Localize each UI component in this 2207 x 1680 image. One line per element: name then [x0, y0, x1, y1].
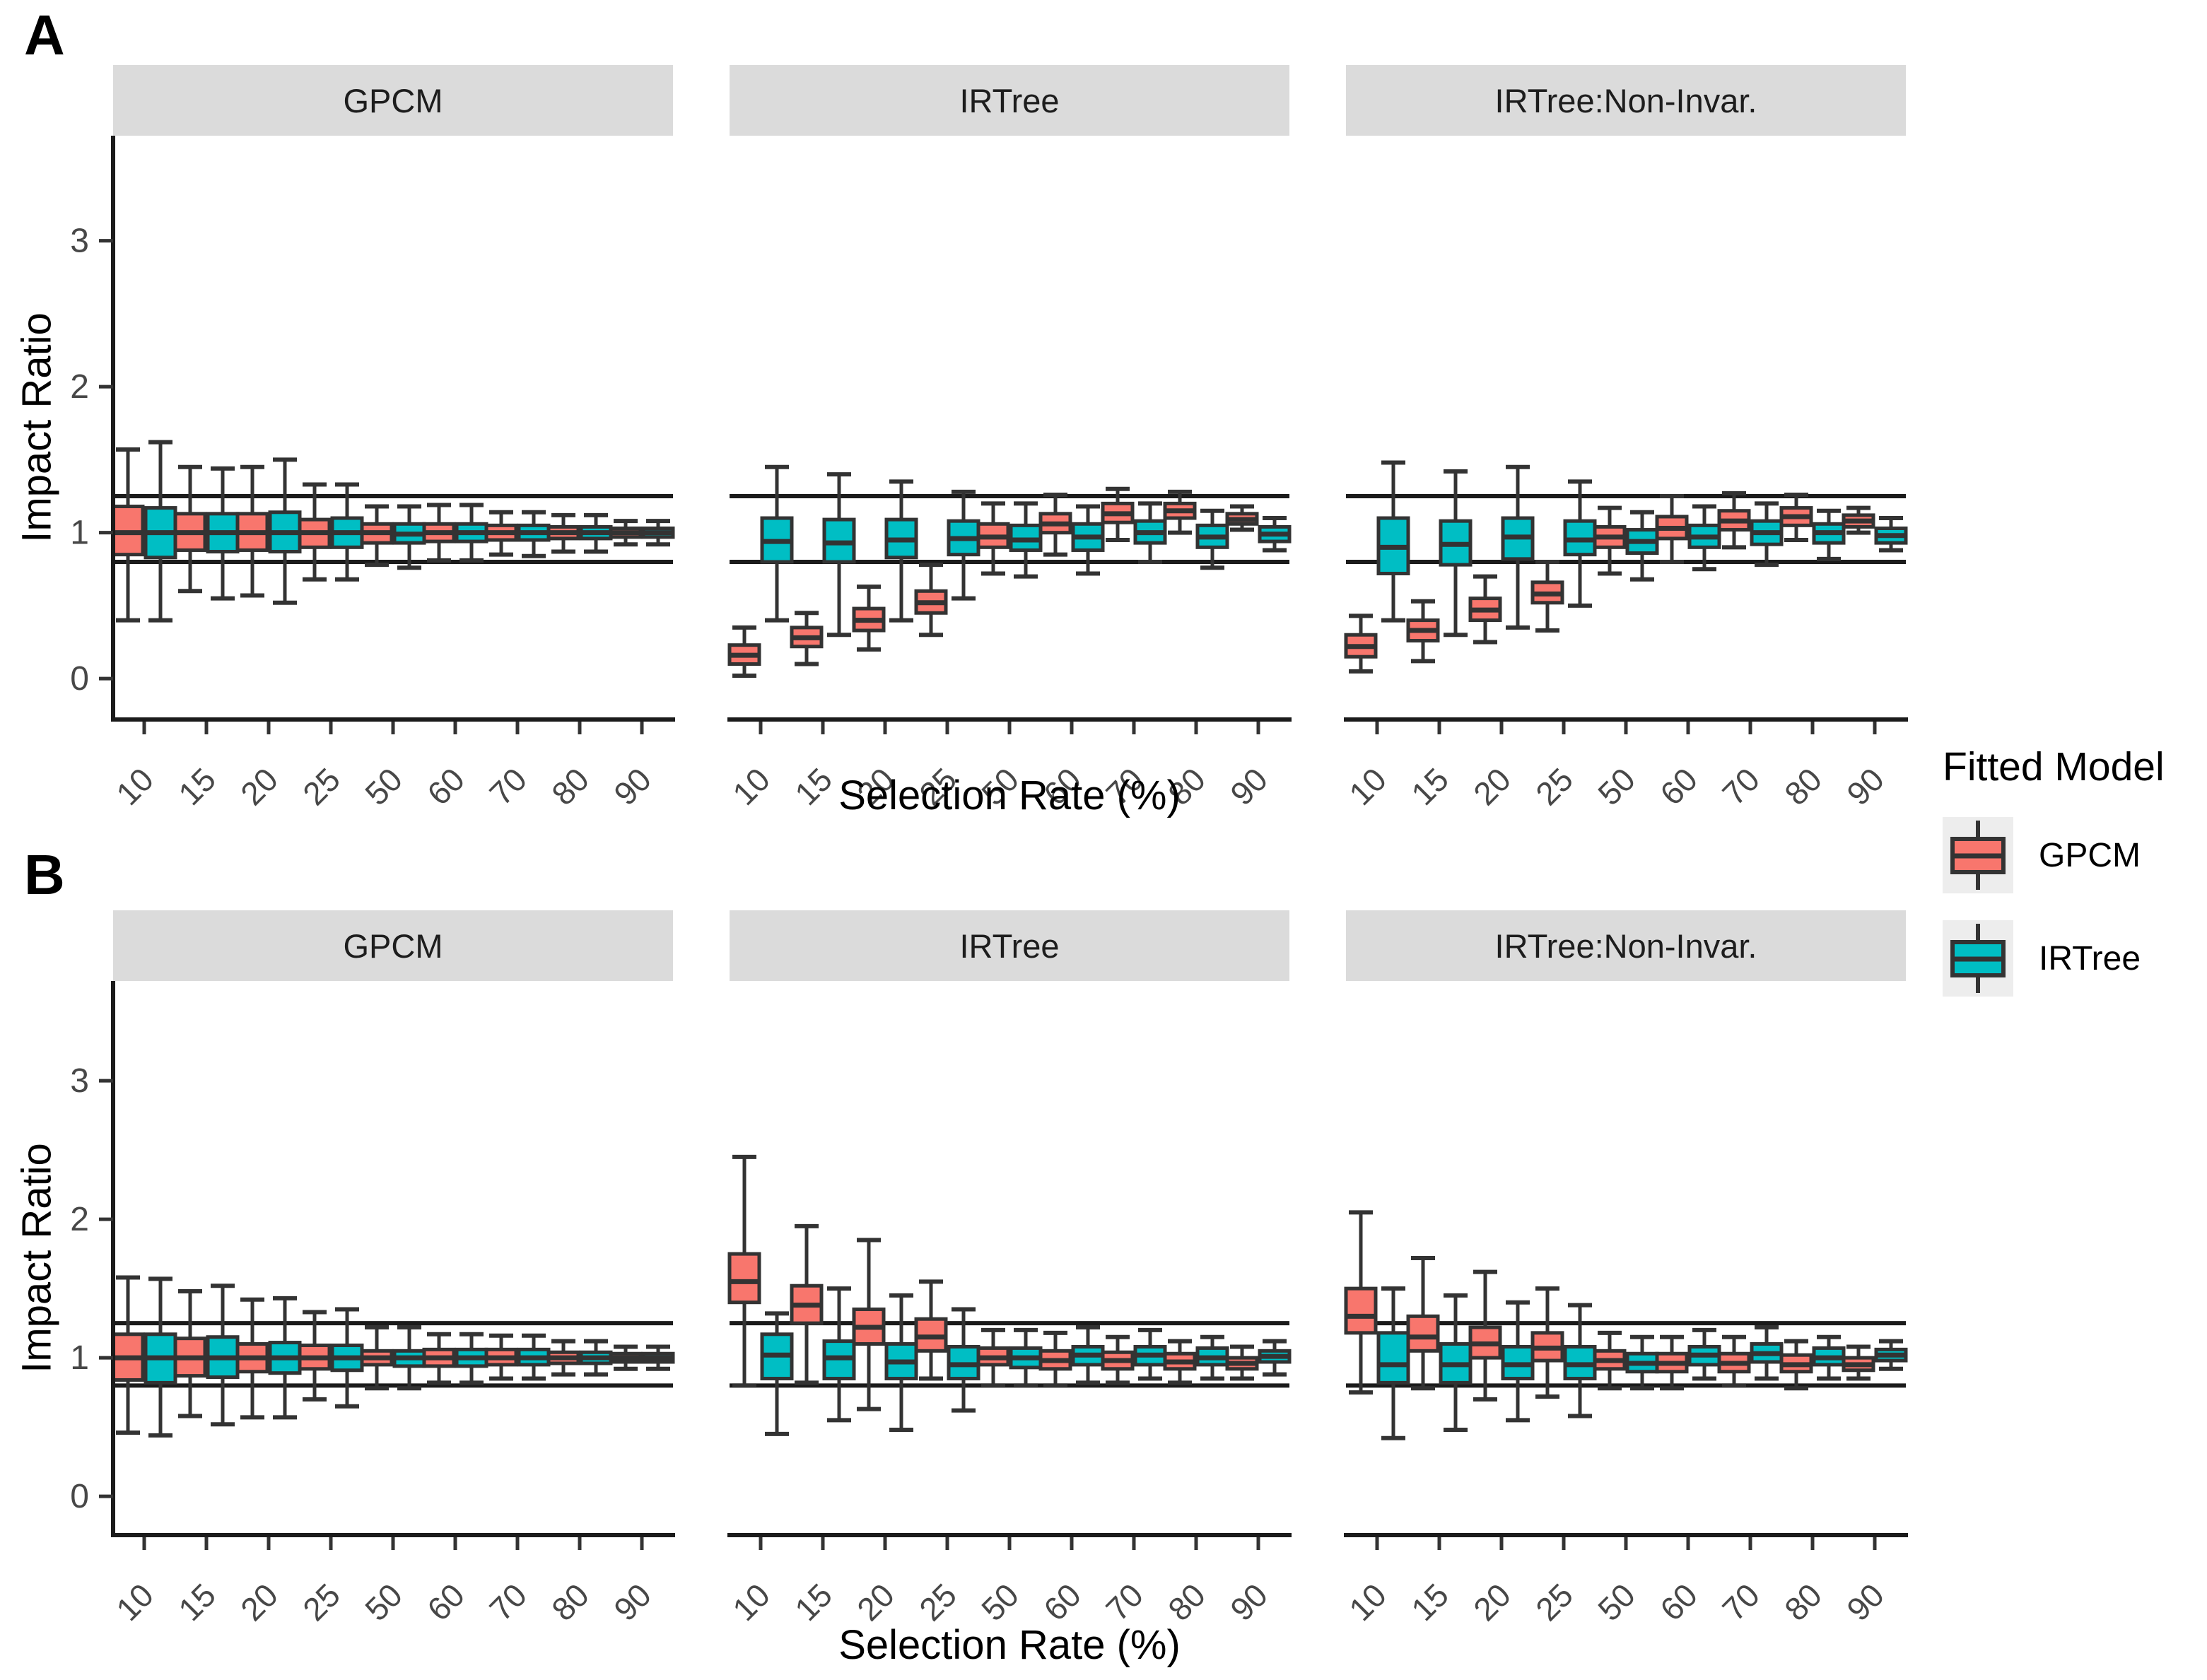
x-tick-label: 50 — [358, 1576, 409, 1628]
x-tick-label: 60 — [420, 760, 472, 812]
x-tick-label: 15 — [171, 1576, 223, 1628]
y-tick-label: 3 — [70, 223, 89, 260]
x-tick-label: 90 — [1839, 1576, 1891, 1628]
y-tick-label: 2 — [70, 368, 89, 406]
x-tick-label: 50 — [974, 1576, 1026, 1628]
boxplot-box — [1344, 1286, 1378, 1335]
facet-strip-b-irtree: IRTree — [730, 910, 1289, 981]
x-tick-label: 25 — [912, 1576, 964, 1628]
x-tick-label: 50 — [1591, 1576, 1642, 1628]
x-tick-label: 20 — [1466, 760, 1518, 812]
facet-strip-a-gpcm: GPCM — [113, 65, 673, 136]
x-tick-label: 20 — [1466, 1576, 1518, 1628]
x-tick-label: 15 — [788, 760, 839, 812]
x-tick-label: 60 — [420, 1576, 472, 1628]
x-tick-label: 20 — [233, 1576, 285, 1628]
x-tick-label: 10 — [109, 1576, 160, 1628]
x-axis-title-a: Selection Rate (%) — [838, 773, 1181, 818]
x-tick-label: 60 — [1653, 1576, 1704, 1628]
boxplot-key-icon — [1943, 817, 2013, 893]
legend-item-gpcm: GPCM — [1943, 817, 2165, 893]
y-tick-label: 1 — [70, 1339, 89, 1377]
legend-item-irtree: IRTree — [1943, 920, 2165, 997]
x-tick-label: 25 — [1528, 1576, 1580, 1628]
x-tick-label: 25 — [1528, 760, 1580, 812]
boxplot-box — [1406, 1314, 1440, 1353]
x-tick-label: 60 — [1653, 760, 1704, 812]
x-tick-label: 90 — [1223, 760, 1275, 812]
x-tick-label: 90 — [1223, 1576, 1275, 1628]
x-tick-label: 50 — [358, 760, 409, 812]
x-tick-label: 15 — [1404, 760, 1456, 812]
x-tick-label: 25 — [295, 1576, 347, 1628]
x-tick-label: 80 — [1161, 1576, 1212, 1628]
x-axis-title-b: Selection Rate (%) — [838, 1622, 1181, 1668]
x-tick-label: 50 — [1591, 760, 1642, 812]
legend: Fitted Model GPCM IRTree — [1943, 744, 2165, 997]
facet-strip-b-irtree-noninvar: IRTree:Non-Invar. — [1346, 910, 1906, 981]
legend-label-irtree: IRTree — [2039, 939, 2141, 977]
panel-b-label: B — [24, 843, 65, 906]
x-tick-label: 25 — [295, 760, 347, 812]
x-tick-label: 15 — [171, 760, 223, 812]
legend-label-gpcm: GPCM — [2039, 836, 2141, 874]
x-tick-label: 60 — [1036, 1576, 1088, 1628]
x-tick-label: 80 — [544, 760, 596, 812]
boxplot-key-icon — [1943, 920, 2013, 997]
y-tick-label: 0 — [70, 660, 89, 698]
x-tick-label: 90 — [607, 760, 658, 812]
x-tick-label: 10 — [109, 760, 160, 812]
legend-title: Fitted Model — [1943, 744, 2165, 789]
boxplot-box — [727, 1252, 761, 1305]
facet-strip-b-gpcm: GPCM — [113, 910, 673, 981]
x-tick-label: 90 — [607, 1576, 658, 1628]
x-tick-label: 70 — [1099, 1576, 1150, 1628]
x-tick-label: 10 — [1342, 1576, 1393, 1628]
x-tick-label: 80 — [1777, 1576, 1829, 1628]
x-tick-label: 70 — [482, 760, 534, 812]
x-tick-label: 20 — [850, 1576, 901, 1628]
x-tick-label: 90 — [1839, 760, 1891, 812]
facet-strip-a-irtree-noninvar: IRTree:Non-Invar. — [1346, 65, 1906, 136]
x-tick-label: 10 — [725, 760, 777, 812]
x-tick-label: 80 — [1777, 760, 1829, 812]
y-axis-title-a: Impact Ratio — [13, 312, 60, 543]
boxplot-box — [1376, 1331, 1410, 1385]
x-tick-label: 20 — [233, 760, 285, 812]
x-tick-label: 70 — [482, 1576, 534, 1628]
x-tick-label: 10 — [725, 1576, 777, 1628]
y-axis-title-b: Impact Ratio — [13, 1143, 60, 1373]
y-tick-label: 0 — [70, 1478, 89, 1515]
y-tick-label: 3 — [70, 1062, 89, 1100]
x-tick-label: 10 — [1342, 760, 1393, 812]
x-tick-label: 15 — [1404, 1576, 1456, 1628]
y-tick-label: 1 — [70, 515, 89, 552]
x-tick-label: 70 — [1715, 760, 1767, 812]
y-tick-label: 2 — [70, 1201, 89, 1238]
x-tick-label: 70 — [1715, 1576, 1767, 1628]
x-tick-label: 80 — [544, 1576, 596, 1628]
x-tick-label: 15 — [788, 1576, 839, 1628]
facet-strip-a-irtree: IRTree — [730, 65, 1289, 136]
panel-a-label: A — [24, 4, 65, 66]
